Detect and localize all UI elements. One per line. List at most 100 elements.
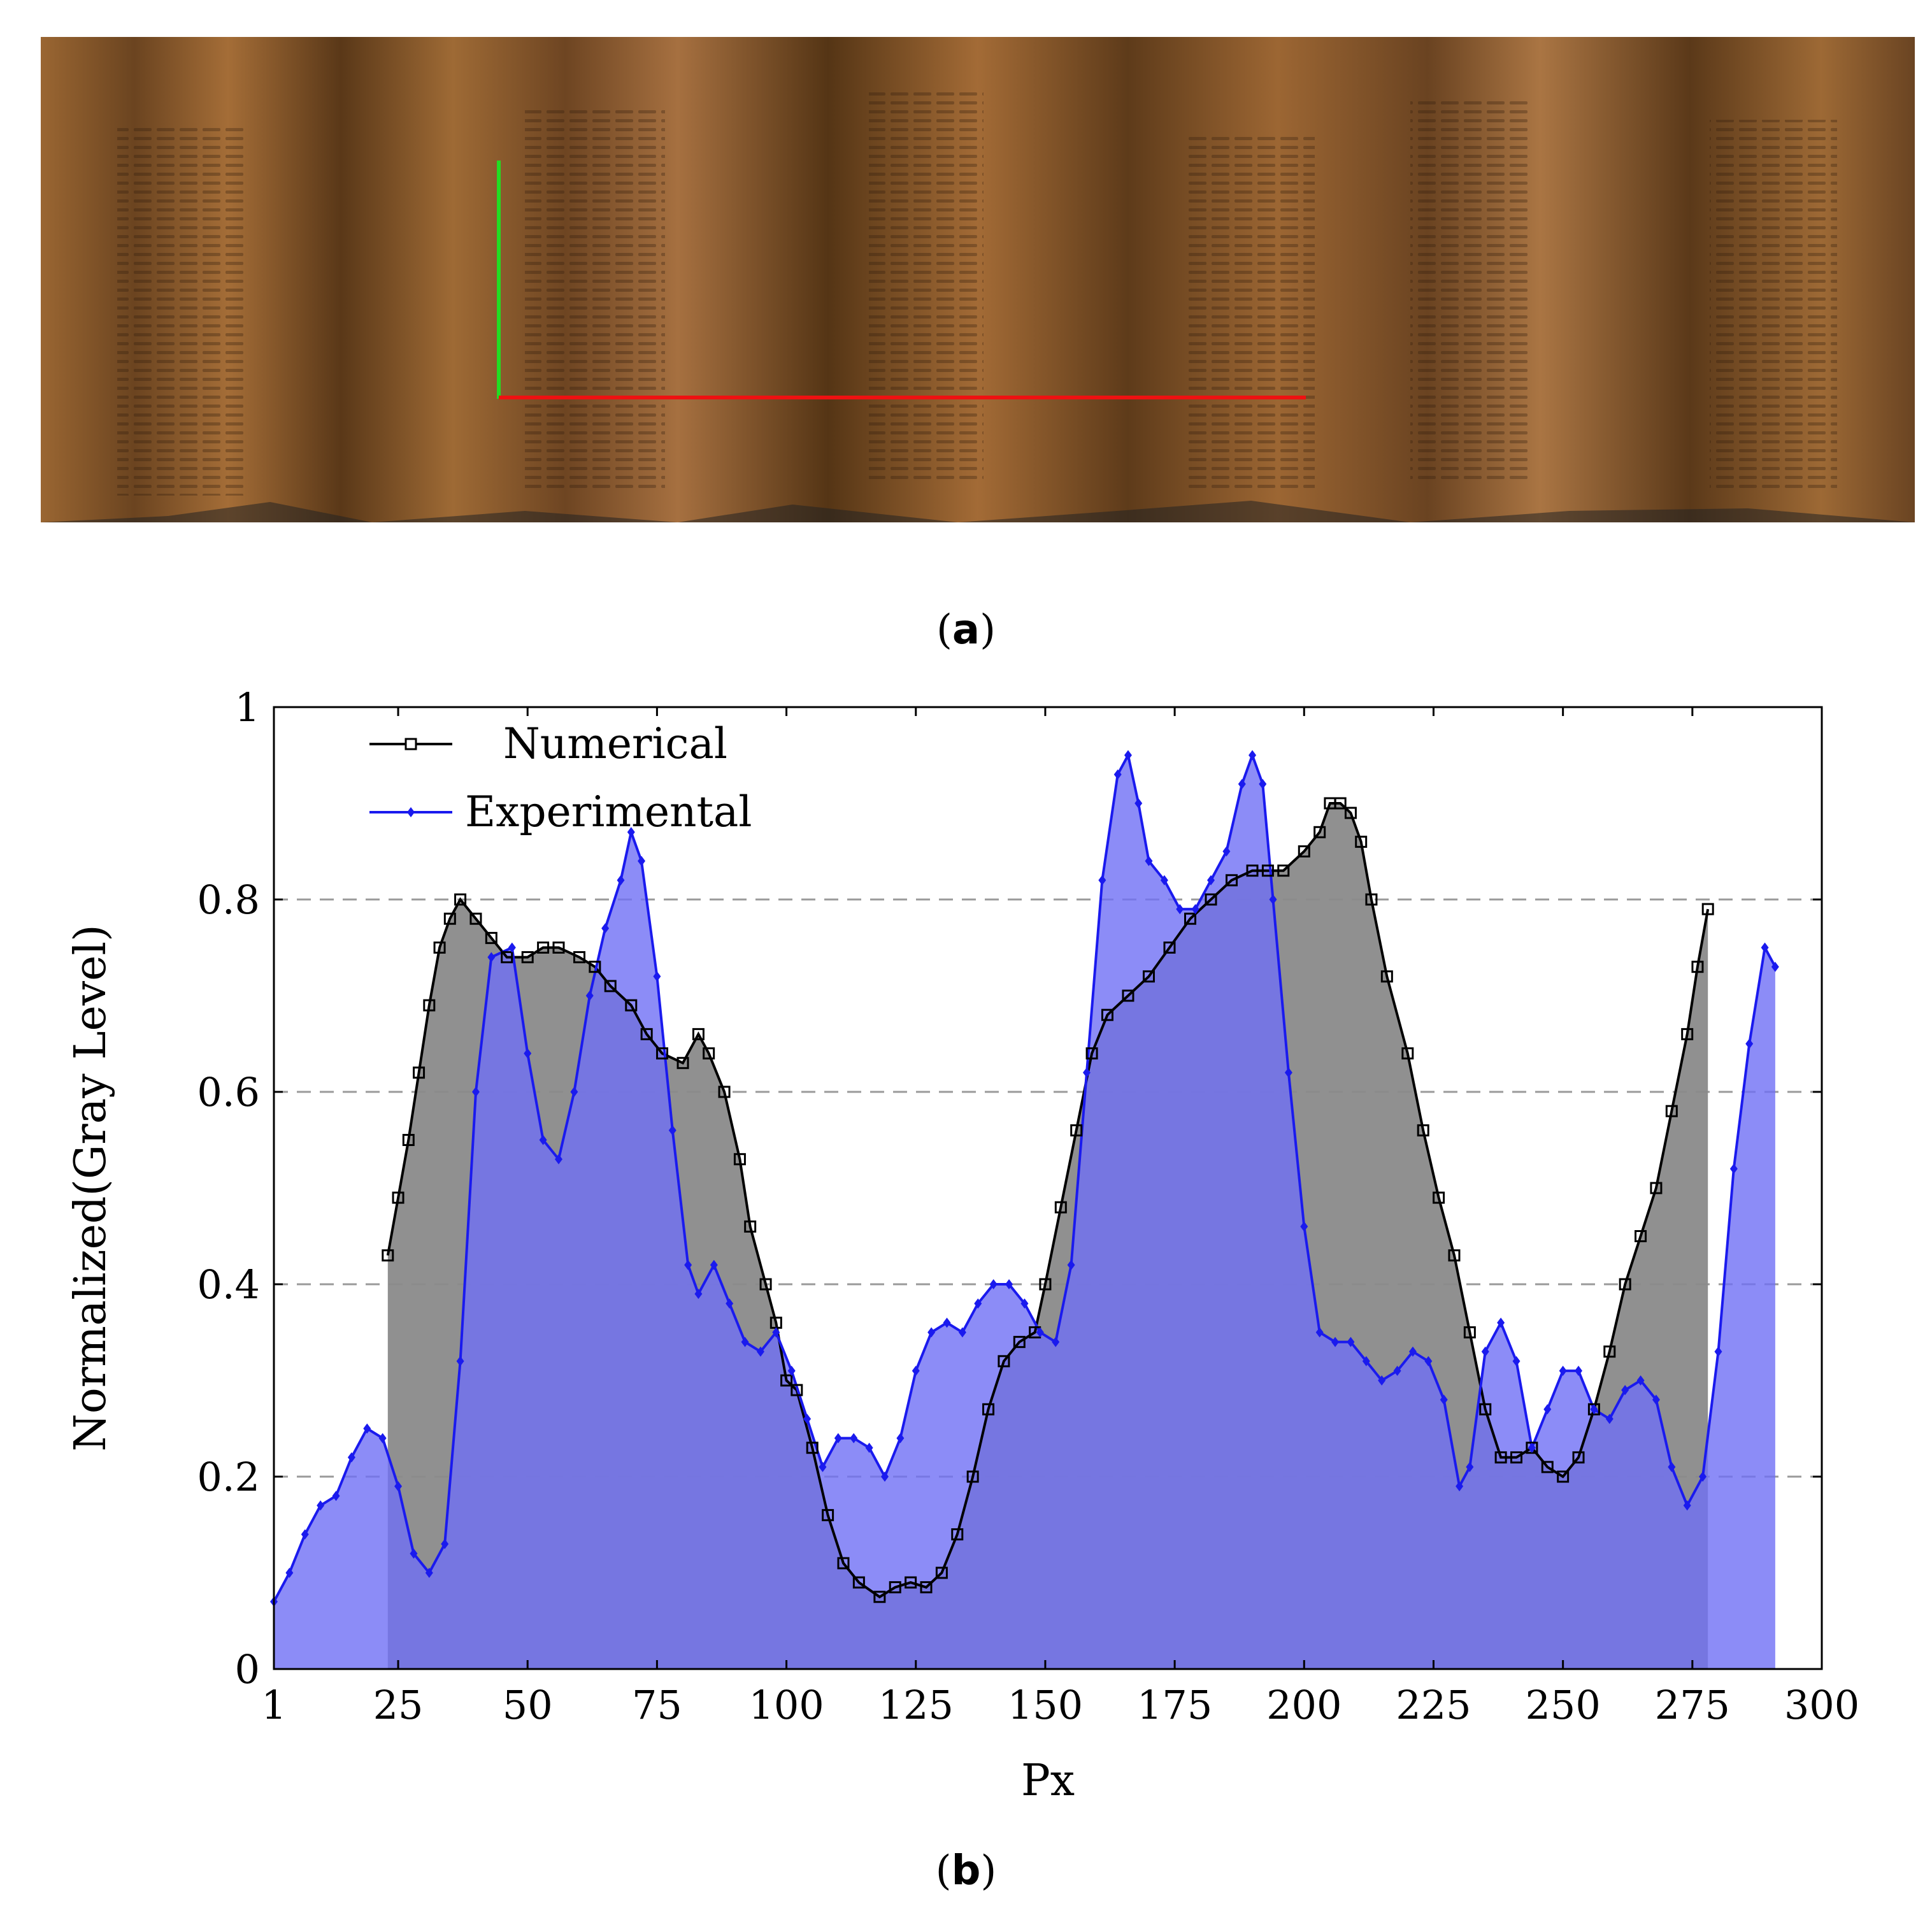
point-numerical-85: [1681, 1028, 1694, 1040]
point-experimental-48: [1005, 1279, 1013, 1289]
point-experimental-21: [601, 923, 610, 934]
point-experimental-85: [1543, 1404, 1552, 1415]
point-experimental-73: [1362, 1356, 1370, 1366]
point-experimental-64: [1238, 778, 1246, 789]
point-numerical-9: [485, 931, 497, 944]
point-numerical-62: [1334, 797, 1347, 810]
point-experimental-68: [1284, 1067, 1292, 1078]
point-experimental-43: [927, 1327, 936, 1338]
point-experimental-62: [1207, 875, 1215, 885]
point-numerical-43: [1013, 1336, 1026, 1349]
wood-pores-2: [525, 107, 665, 489]
point-experimental-60: [1176, 904, 1184, 915]
point-experimental-12: [456, 1356, 464, 1366]
point-numerical-67: [1401, 1047, 1414, 1060]
point-experimental-39: [865, 1442, 873, 1453]
legend-marker-numerical: [404, 738, 417, 750]
point-numerical-48: [1085, 1047, 1098, 1060]
point-experimental-38: [850, 1433, 858, 1444]
x-tick-label-10: 250: [1525, 1682, 1600, 1728]
point-numerical-41: [982, 1403, 995, 1415]
point-experimental-99: [1761, 942, 1769, 953]
point-experimental-27: [684, 1259, 692, 1270]
point-numerical-86: [1691, 961, 1704, 973]
point-experimental-49: [1020, 1298, 1029, 1309]
point-experimental-51: [1052, 1336, 1060, 1347]
point-numerical-34: [873, 1591, 886, 1603]
point-numerical-31: [822, 1508, 834, 1521]
point-experimental-36: [819, 1461, 827, 1472]
point-numerical-17: [625, 999, 638, 1012]
point-numerical-40: [966, 1470, 979, 1483]
y-tick-label-0: 0: [235, 1646, 260, 1693]
point-experimental-10: [425, 1568, 433, 1578]
point-experimental-9: [410, 1548, 418, 1559]
point-experimental-30: [726, 1298, 734, 1309]
point-experimental-20: [585, 991, 594, 1001]
point-experimental-3: [317, 1500, 325, 1511]
wood-pores-3: [869, 88, 984, 483]
point-experimental-71: [1331, 1336, 1340, 1347]
point-experimental-22: [617, 875, 625, 885]
y-tick-label-1: 0.2: [197, 1454, 260, 1500]
point-numerical-10: [501, 951, 513, 964]
point-numerical-49: [1101, 1008, 1113, 1021]
point-numerical-39: [951, 1528, 964, 1541]
point-experimental-94: [1683, 1500, 1691, 1511]
gray-level-chart: 1 25 50 75 100 125 150 175 200 225 250 275 30000.20.…: [66, 684, 1859, 1806]
point-experimental-88: [1590, 1404, 1598, 1415]
y-tick-label-4: 0.8: [197, 877, 260, 923]
point-experimental-76: [1408, 1346, 1417, 1357]
x-tick-label-11: 275: [1655, 1682, 1730, 1728]
point-numerical-28: [780, 1374, 793, 1387]
point-numerical-76: [1541, 1461, 1554, 1473]
point-numerical-2: [402, 1134, 415, 1146]
point-numerical-3: [413, 1066, 426, 1079]
point-experimental-15: [508, 942, 516, 953]
point-numerical-42: [998, 1355, 1010, 1368]
point-numerical-63: [1344, 806, 1357, 819]
point-experimental-84: [1528, 1442, 1536, 1453]
point-numerical-23: [718, 1085, 731, 1098]
wood-pores-6: [1710, 120, 1837, 489]
x-tick-label-7: 175: [1137, 1682, 1212, 1728]
point-numerical-82: [1635, 1230, 1647, 1242]
point-numerical-14: [573, 951, 585, 964]
point-experimental-54: [1098, 875, 1106, 885]
point-experimental-52: [1067, 1259, 1075, 1270]
point-experimental-81: [1481, 1346, 1489, 1357]
point-numerical-21: [692, 1028, 705, 1040]
point-experimental-100: [1771, 961, 1779, 972]
point-numerical-64: [1355, 835, 1368, 848]
point-numerical-32: [837, 1557, 850, 1570]
point-numerical-30: [806, 1442, 819, 1454]
point-experimental-77: [1424, 1356, 1433, 1366]
point-experimental-91: [1636, 1375, 1645, 1386]
point-numerical-8: [469, 912, 482, 925]
point-experimental-86: [1559, 1365, 1567, 1376]
point-numerical-55: [1226, 874, 1238, 887]
point-experimental-63: [1222, 846, 1231, 857]
caption-a: (a): [936, 606, 996, 654]
point-experimental-93: [1668, 1461, 1676, 1472]
point-numerical-0: [382, 1249, 394, 1262]
point-numerical-6: [443, 912, 456, 925]
legend-marker-experimental: [407, 807, 415, 817]
point-experimental-42: [912, 1365, 920, 1376]
point-experimental-19: [570, 1087, 578, 1097]
point-numerical-13: [552, 942, 565, 954]
point-numerical-68: [1417, 1124, 1429, 1136]
point-experimental-25: [653, 971, 661, 982]
point-experimental-6: [363, 1423, 371, 1434]
point-numerical-26: [759, 1278, 772, 1291]
point-experimental-8: [394, 1481, 403, 1492]
x-tick-label-5: 125: [878, 1682, 954, 1728]
point-experimental-74: [1378, 1375, 1386, 1386]
point-numerical-20: [676, 1057, 689, 1070]
legend-label-numerical: Numerical: [503, 719, 727, 768]
wood-pores-5: [1410, 101, 1531, 483]
photo-bottom-edge: [41, 501, 1915, 522]
point-numerical-11: [521, 951, 534, 964]
point-experimental-2: [301, 1529, 309, 1540]
point-experimental-33: [772, 1327, 780, 1338]
